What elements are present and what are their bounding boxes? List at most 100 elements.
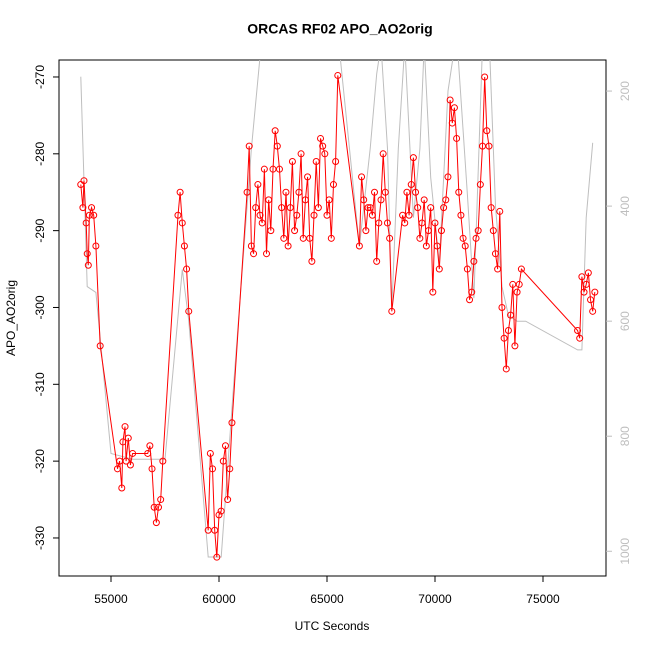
point [219, 457, 227, 465]
point [243, 188, 251, 196]
point [371, 188, 379, 196]
point [80, 177, 88, 185]
point [288, 157, 296, 165]
point [252, 204, 260, 212]
point [474, 227, 482, 235]
point [485, 142, 493, 150]
point [263, 250, 271, 258]
point [273, 142, 281, 150]
point [427, 204, 435, 212]
point [79, 204, 87, 212]
y2-tick-label: 800 [618, 426, 632, 446]
x-tick-label: 55000 [94, 592, 128, 606]
point [124, 434, 132, 442]
point [84, 261, 92, 269]
y-axis-label: APO_AO2orig [4, 280, 18, 356]
point [126, 461, 134, 469]
chart-title: ORCAS RF02 APO_AO2orig [247, 21, 432, 37]
point [215, 511, 223, 519]
point [293, 211, 301, 219]
point [442, 196, 450, 204]
point [258, 219, 266, 227]
point [250, 250, 258, 258]
point [358, 173, 366, 181]
point [152, 519, 160, 527]
point [306, 234, 314, 242]
point [325, 196, 333, 204]
point [332, 157, 340, 165]
point [267, 227, 275, 235]
point [491, 250, 499, 258]
point [459, 234, 467, 242]
point [373, 257, 381, 265]
point [587, 296, 595, 304]
point [176, 188, 184, 196]
point [582, 280, 590, 288]
point [407, 181, 415, 189]
point [412, 188, 420, 196]
point [308, 257, 316, 265]
point [431, 219, 439, 227]
point [146, 442, 154, 450]
point [329, 181, 337, 189]
point [323, 211, 331, 219]
point [180, 242, 188, 250]
point [437, 227, 445, 235]
y-tick-label: -290 [33, 218, 47, 242]
point [578, 273, 586, 281]
point [282, 188, 290, 196]
y2-tick-label: 600 [618, 311, 632, 331]
point [247, 242, 255, 250]
y-tick-label: -320 [33, 449, 47, 473]
point [150, 503, 158, 511]
point [517, 265, 525, 273]
point [489, 227, 497, 235]
point [228, 419, 236, 427]
y-tick-label: -310 [33, 372, 47, 396]
x-tick-label: 65000 [310, 592, 344, 606]
point [211, 526, 219, 534]
point [271, 127, 279, 135]
point [155, 503, 163, 511]
point [85, 211, 93, 219]
point [364, 204, 372, 212]
point [317, 134, 325, 142]
point [254, 181, 262, 189]
point [422, 242, 430, 250]
point [379, 150, 387, 158]
point [366, 204, 374, 212]
point [502, 365, 510, 373]
point [574, 327, 582, 335]
point [576, 334, 584, 342]
point [280, 234, 288, 242]
point [174, 211, 182, 219]
point [446, 96, 454, 104]
point [466, 296, 474, 304]
point [472, 234, 480, 242]
point [440, 204, 448, 212]
y-tick-label: -300 [33, 295, 47, 319]
point [121, 423, 129, 431]
point [157, 496, 165, 504]
point [507, 311, 515, 319]
point [589, 307, 597, 315]
point [591, 288, 599, 296]
point [221, 442, 229, 450]
point [90, 211, 98, 219]
point [468, 288, 476, 296]
point [409, 154, 417, 162]
x-tick-label: 70000 [418, 592, 452, 606]
point [122, 457, 130, 465]
point [433, 242, 441, 250]
point [118, 484, 126, 492]
point [301, 196, 309, 204]
point [304, 173, 312, 181]
point [457, 211, 465, 219]
point [405, 211, 413, 219]
point [148, 465, 156, 473]
point [275, 165, 283, 173]
point [286, 204, 294, 212]
point [185, 307, 193, 315]
point [386, 234, 394, 242]
